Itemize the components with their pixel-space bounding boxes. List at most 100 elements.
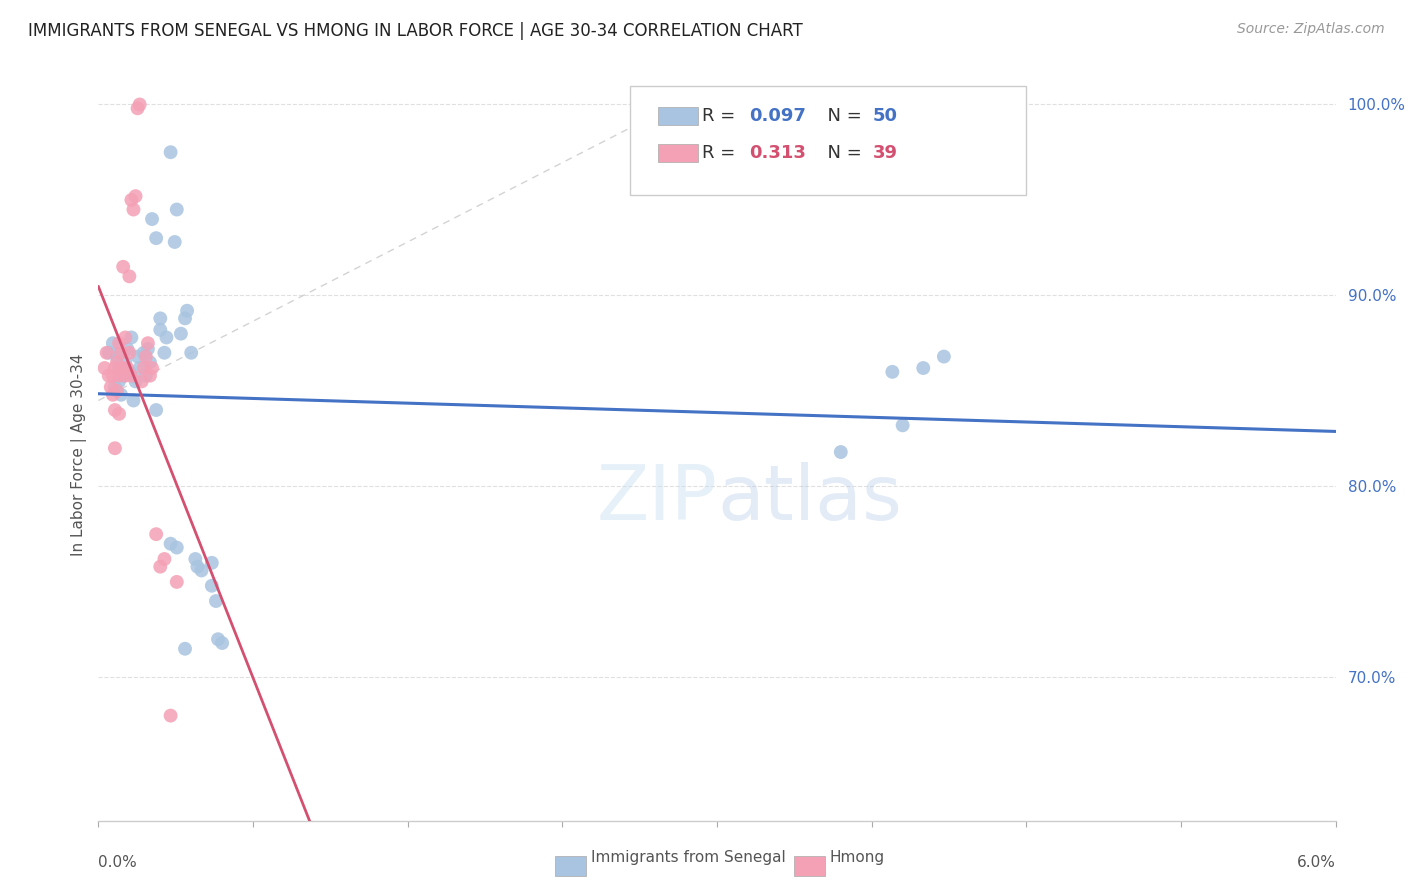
Point [108, 407, 131, 421]
Point [139, 368, 162, 383]
Point [153, 345, 176, 359]
Point [174, 641, 197, 656]
Point [145, 231, 167, 245]
Point [108, 375, 131, 389]
Point [100, 380, 122, 394]
FancyBboxPatch shape [630, 86, 1026, 195]
Point [124, 189, 146, 203]
Point [882, 365, 904, 379]
Point [153, 552, 176, 566]
Point [159, 145, 181, 160]
Point [139, 355, 162, 369]
Point [141, 361, 163, 376]
Text: 6.0%: 6.0% [1296, 855, 1336, 870]
Point [108, 336, 131, 351]
Text: 39: 39 [873, 144, 898, 161]
FancyBboxPatch shape [658, 107, 697, 126]
Point [97, 345, 120, 359]
Point [132, 345, 155, 359]
Point [180, 345, 202, 359]
Point [122, 393, 145, 408]
Point [104, 442, 127, 456]
Point [166, 574, 188, 589]
Point [136, 336, 159, 351]
Point [112, 260, 135, 274]
Y-axis label: In Labor Force | Age 30-34: In Labor Force | Age 30-34 [72, 353, 87, 557]
Text: N =: N = [815, 107, 868, 125]
Point [184, 552, 207, 566]
Point [166, 541, 188, 555]
Text: IMMIGRANTS FROM SENEGAL VS HMONG IN LABOR FORCE | AGE 30-34 CORRELATION CHART: IMMIGRANTS FROM SENEGAL VS HMONG IN LABO… [28, 22, 803, 40]
Point [131, 375, 153, 389]
Point [891, 418, 914, 433]
Text: N =: N = [815, 144, 868, 161]
Point [132, 361, 155, 376]
Point [117, 342, 139, 356]
Point [163, 235, 186, 249]
Point [932, 350, 955, 364]
Point [176, 303, 198, 318]
Text: Hmong: Hmong [830, 850, 884, 864]
Point [114, 330, 136, 344]
Point [174, 311, 197, 326]
Point [114, 368, 136, 383]
FancyBboxPatch shape [658, 144, 697, 162]
Point [155, 330, 177, 344]
Text: atlas: atlas [717, 462, 901, 536]
Point [159, 708, 181, 723]
Point [118, 345, 141, 359]
Point [149, 311, 172, 326]
Point [118, 365, 141, 379]
Text: R =: R = [702, 107, 741, 125]
Point [145, 527, 167, 541]
Text: 0.097: 0.097 [749, 107, 806, 125]
Point [207, 632, 229, 647]
Point [110, 345, 132, 359]
Point [114, 355, 136, 369]
Point [117, 361, 139, 376]
Point [105, 350, 128, 364]
Point [120, 330, 142, 344]
Point [128, 97, 150, 112]
Point [830, 445, 852, 459]
Point [120, 368, 142, 383]
Point [120, 193, 142, 207]
Point [190, 564, 212, 578]
Point [110, 388, 132, 402]
Point [101, 388, 124, 402]
Text: 50: 50 [873, 107, 898, 125]
Point [211, 636, 233, 650]
Point [108, 361, 131, 376]
Point [186, 559, 208, 574]
Point [201, 556, 224, 570]
Point [108, 368, 131, 383]
Point [127, 101, 149, 115]
Point [135, 350, 157, 364]
Point [145, 403, 167, 417]
Point [101, 368, 124, 383]
Point [104, 380, 127, 394]
Point [104, 403, 127, 417]
Point [124, 375, 146, 389]
Point [118, 269, 141, 284]
Text: 0.0%: 0.0% [98, 855, 138, 870]
Point [112, 368, 135, 383]
Text: Source: ZipAtlas.com: Source: ZipAtlas.com [1237, 22, 1385, 37]
Text: R =: R = [702, 144, 747, 161]
Point [912, 361, 935, 376]
Point [128, 361, 150, 376]
Point [201, 579, 224, 593]
Point [105, 355, 128, 369]
Point [112, 361, 135, 376]
Point [136, 342, 159, 356]
Point [141, 212, 163, 227]
Point [149, 323, 172, 337]
Point [104, 361, 127, 376]
Point [97, 368, 120, 383]
Point [105, 384, 128, 398]
Text: 0.313: 0.313 [749, 144, 806, 161]
Point [170, 326, 193, 341]
Point [93, 361, 115, 376]
Point [205, 594, 228, 608]
Point [127, 350, 149, 364]
